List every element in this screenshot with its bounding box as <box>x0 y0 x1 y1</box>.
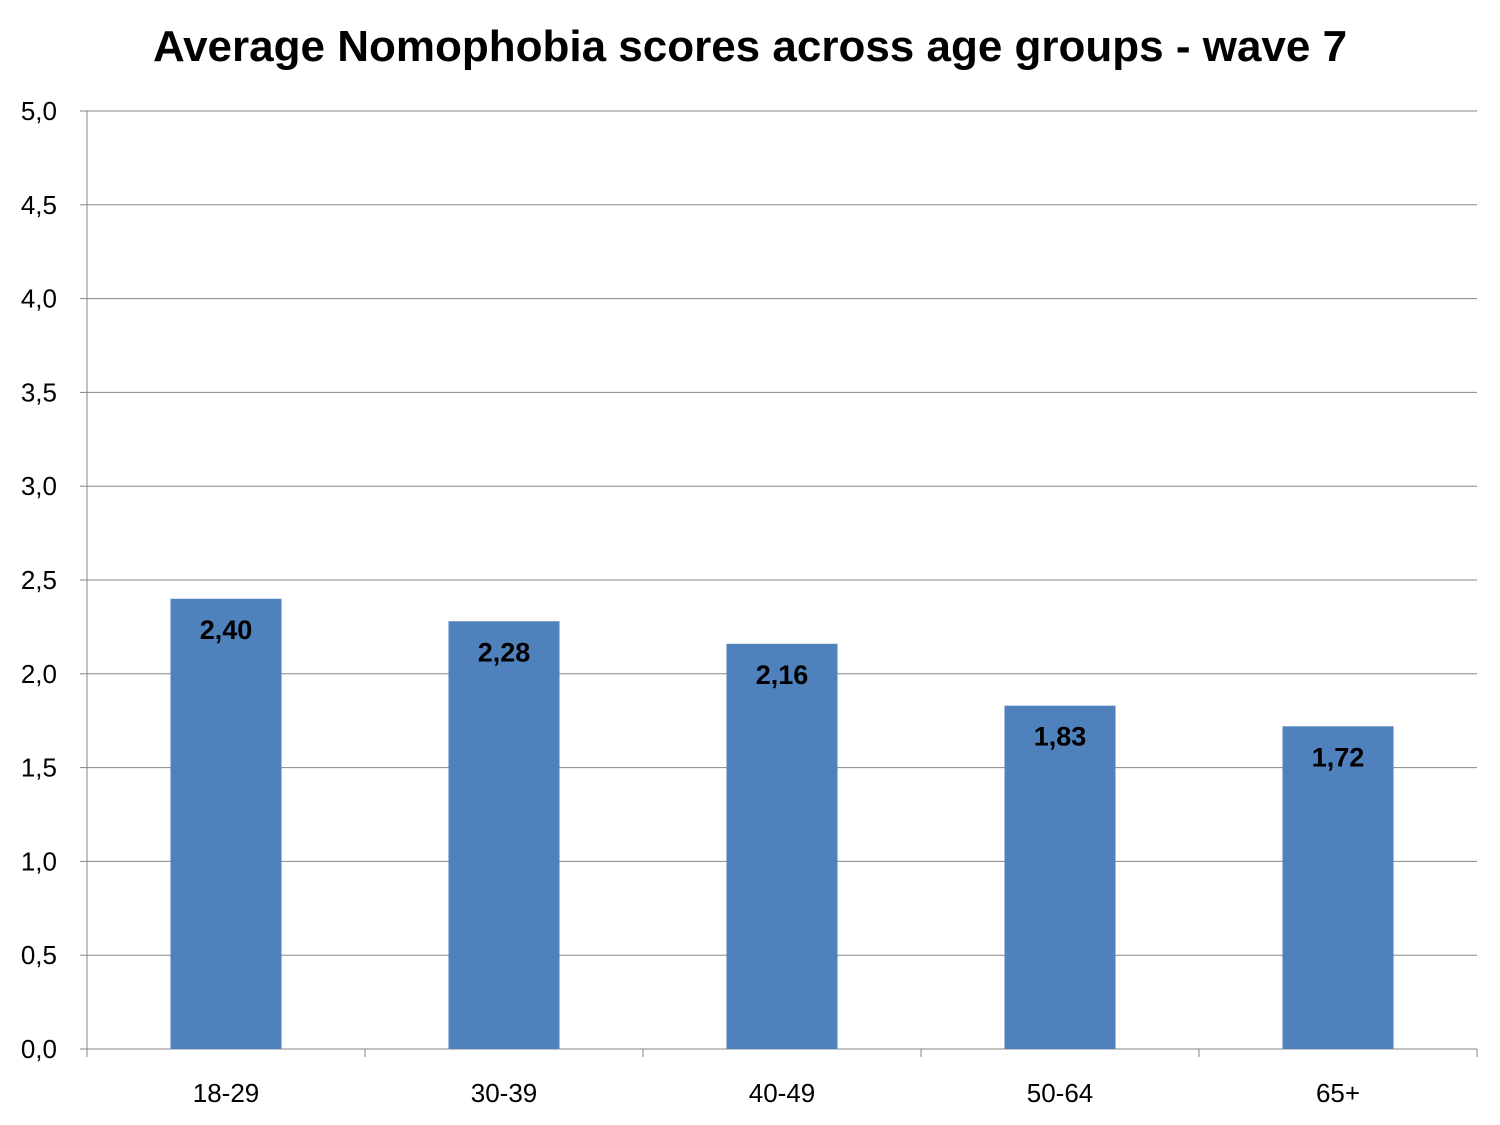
data-label-50-64: 1,83 <box>1034 722 1087 752</box>
y-tick-label: 0,5 <box>21 940 57 970</box>
y-tick-label: 2,0 <box>21 659 57 689</box>
data-labels: 2,40 2,28 2,16 1,83 1,72 <box>200 615 1365 773</box>
y-tick-label: 1,0 <box>21 846 57 876</box>
bar-65+ <box>1282 726 1394 1049</box>
y-tick-label: 3,0 <box>21 471 57 501</box>
bars <box>170 598 1394 1049</box>
data-label-65+: 1,72 <box>1312 742 1365 772</box>
data-label-18-29: 2,40 <box>200 615 253 645</box>
y-axis-tick-labels: 0,0 0,5 1,0 1,5 2,0 2,5 3,0 3,5 4,0 4,5 5,0 <box>21 96 57 1064</box>
y-tick-label: 1,5 <box>21 753 57 783</box>
x-tick-label-30-39: 30-39 <box>471 1078 538 1108</box>
chart-title: Average Nomophobia scores across age gro… <box>152 22 1348 71</box>
bar-40-49 <box>726 643 838 1049</box>
data-label-40-49: 2,16 <box>756 660 809 690</box>
data-label-30-39: 2,28 <box>478 637 531 667</box>
y-tick-label: 3,5 <box>21 377 57 407</box>
y-tick-label: 5,0 <box>21 96 57 126</box>
bar-30-39 <box>448 621 560 1049</box>
x-tick-label-50-64: 50-64 <box>1027 1078 1094 1108</box>
y-tick-label: 4,5 <box>21 190 57 220</box>
x-tick-label-18-29: 18-29 <box>193 1078 260 1108</box>
x-tick-label-65+: 65+ <box>1316 1078 1360 1108</box>
x-axis-tick-labels: 18-29 30-39 40-49 50-64 65+ <box>193 1078 1360 1108</box>
y-tick-label: 2,5 <box>21 565 57 595</box>
bar-50-64 <box>1004 705 1116 1049</box>
x-tick-label-40-49: 40-49 <box>749 1078 816 1108</box>
bar-18-29 <box>170 598 282 1049</box>
y-tick-label: 4,0 <box>21 284 57 314</box>
y-tick-label: 0,0 <box>21 1034 57 1064</box>
